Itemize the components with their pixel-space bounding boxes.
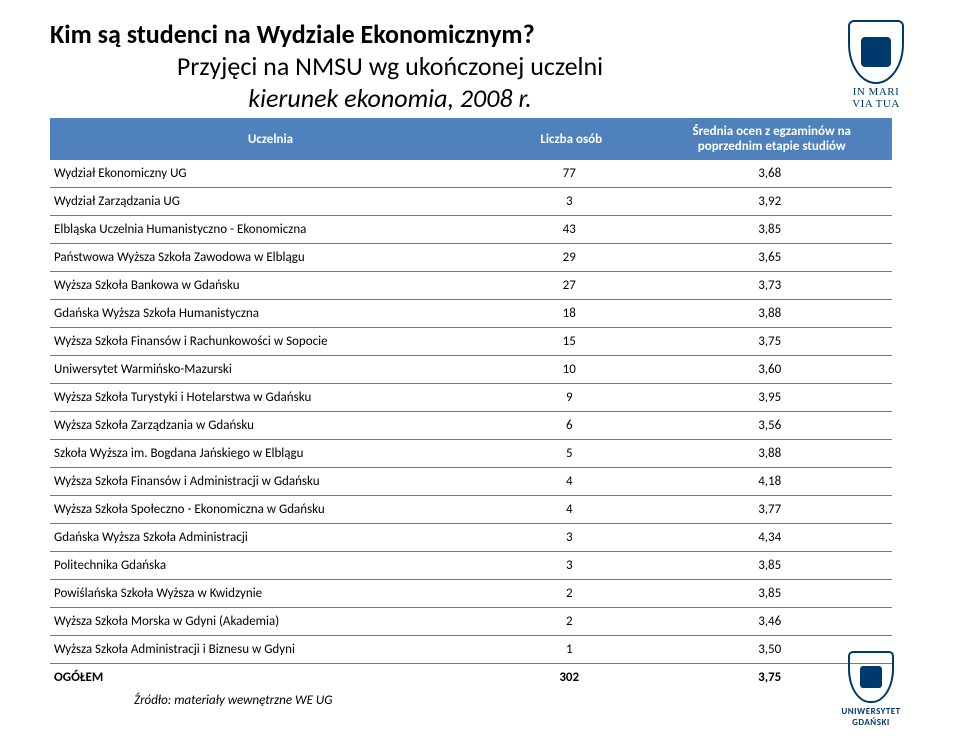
row-avg: 4,18 bbox=[651, 468, 892, 496]
row-count: 77 bbox=[491, 160, 651, 188]
row-avg: 3,88 bbox=[651, 300, 892, 328]
table-row: Szkoła Wyższa im. Bogdana Jańskiego w El… bbox=[50, 440, 892, 468]
row-label: Wyższa Szkoła Bankowa w Gdańsku bbox=[50, 272, 491, 300]
row-avg: 3,68 bbox=[651, 160, 892, 188]
row-avg: 3,77 bbox=[651, 496, 892, 524]
row-count: 1 bbox=[491, 636, 651, 664]
title-line-2: Przyjęci na NMSU wg ukończonej uczelni bbox=[70, 50, 710, 82]
row-avg: 4,34 bbox=[651, 524, 892, 552]
row-count: 9 bbox=[491, 384, 651, 412]
motto-text: IN MARI VIA TUA bbox=[852, 87, 900, 110]
row-count: 4 bbox=[491, 496, 651, 524]
row-avg: 3,75 bbox=[651, 328, 892, 356]
university-name: UNIWERSYTET GDAŃSKI bbox=[841, 706, 900, 728]
slide-title: Kim są studenci na Wydziale Ekonomicznym… bbox=[50, 18, 750, 114]
table-row: Politechnika Gdańska33,85 bbox=[50, 552, 892, 580]
table-row: Wydział Zarządzania UG33,92 bbox=[50, 188, 892, 216]
row-count: 3 bbox=[491, 188, 651, 216]
row-label: Wyższa Szkoła Administracji i Biznesu w … bbox=[50, 636, 491, 664]
row-label: Elbląska Uczelnia Humanistyczno - Ekonom… bbox=[50, 216, 491, 244]
table-row: Wyższa Szkoła Społeczno - Ekonomiczna w … bbox=[50, 496, 892, 524]
row-count: 3 bbox=[491, 524, 651, 552]
table-header-row: Uczelnia Liczba osób Średnia ocen z egza… bbox=[50, 118, 892, 160]
total-count: 302 bbox=[491, 664, 651, 692]
row-label: Wyższa Szkoła Morska w Gdyni (Akademia) bbox=[50, 608, 491, 636]
row-label: Wyższa Szkoła Finansów i Administracji w… bbox=[50, 468, 491, 496]
table-row: Wyższa Szkoła Finansów i Administracji w… bbox=[50, 468, 892, 496]
row-count: 2 bbox=[491, 580, 651, 608]
university-name-line-2: GDAŃSKI bbox=[841, 717, 900, 728]
table-row: Uniwersytet Warmińsko-Mazurski103,60 bbox=[50, 356, 892, 384]
title-line-1: Kim są studenci na Wydziale Ekonomicznym… bbox=[50, 18, 750, 50]
row-label: Wyższa Szkoła Zarządzania w Gdańsku bbox=[50, 412, 491, 440]
row-avg: 3,56 bbox=[651, 412, 892, 440]
row-avg: 3,85 bbox=[651, 580, 892, 608]
table-row: Elbląska Uczelnia Humanistyczno - Ekonom… bbox=[50, 216, 892, 244]
row-avg: 3,73 bbox=[651, 272, 892, 300]
table-row: Wyższa Szkoła Turystyki i Hotelarstwa w … bbox=[50, 384, 892, 412]
row-avg: 3,85 bbox=[651, 216, 892, 244]
university-name-line-1: UNIWERSYTET bbox=[841, 706, 900, 717]
table-row: Wydział Ekonomiczny UG773,68 bbox=[50, 160, 892, 188]
row-avg: 3,85 bbox=[651, 552, 892, 580]
row-count: 2 bbox=[491, 608, 651, 636]
row-label: Wyższa Szkoła Finansów i Rachunkowości w… bbox=[50, 328, 491, 356]
row-label: Wydział Ekonomiczny UG bbox=[50, 160, 491, 188]
col-header-liczba: Liczba osób bbox=[491, 118, 651, 160]
table-total-row: OGÓŁEM3023,75 bbox=[50, 664, 892, 692]
row-count: 6 bbox=[491, 412, 651, 440]
row-label: Szkoła Wyższa im. Bogdana Jańskiego w El… bbox=[50, 440, 491, 468]
table-row: Wyższa Szkoła Bankowa w Gdańsku273,73 bbox=[50, 272, 892, 300]
row-count: 15 bbox=[491, 328, 651, 356]
table-row: Wyższa Szkoła Zarządzania w Gdańsku63,56 bbox=[50, 412, 892, 440]
row-avg: 3,95 bbox=[651, 384, 892, 412]
row-avg: 3,60 bbox=[651, 356, 892, 384]
row-count: 18 bbox=[491, 300, 651, 328]
table-row: Państwowa Wyższa Szkoła Zawodowa w Elblą… bbox=[50, 244, 892, 272]
row-avg: 3,46 bbox=[651, 608, 892, 636]
shield-icon bbox=[848, 651, 894, 703]
row-avg: 3,92 bbox=[651, 188, 892, 216]
row-label: Gdańska Wyższa Szkoła Administracji bbox=[50, 524, 491, 552]
row-count: 43 bbox=[491, 216, 651, 244]
row-count: 3 bbox=[491, 552, 651, 580]
table-row: Wyższa Szkoła Administracji i Biznesu w … bbox=[50, 636, 892, 664]
row-count: 4 bbox=[491, 468, 651, 496]
row-avg: 3,88 bbox=[651, 440, 892, 468]
table-row: Wyższa Szkoła Morska w Gdyni (Akademia)2… bbox=[50, 608, 892, 636]
shield-icon bbox=[848, 20, 904, 84]
motto-line-2: VIA TUA bbox=[852, 99, 900, 111]
row-label: Wydział Zarządzania UG bbox=[50, 188, 491, 216]
col-header-srednia: Średnia ocen z egzaminów na poprzednim e… bbox=[651, 118, 892, 160]
row-count: 10 bbox=[491, 356, 651, 384]
row-count: 29 bbox=[491, 244, 651, 272]
row-label: Wyższa Szkoła Społeczno - Ekonomiczna w … bbox=[50, 496, 491, 524]
row-label: Wyższa Szkoła Turystyki i Hotelarstwa w … bbox=[50, 384, 491, 412]
university-crest-bottom: UNIWERSYTET GDAŃSKI bbox=[816, 651, 926, 728]
table-row: Gdańska Wyższa Szkoła Administracji34,34 bbox=[50, 524, 892, 552]
title-line-3: kierunek ekonomia, 2008 r. bbox=[70, 82, 710, 114]
row-label: Powiślańska Szkoła Wyższa w Kwidzynie bbox=[50, 580, 491, 608]
row-count: 27 bbox=[491, 272, 651, 300]
row-label: Uniwersytet Warmińsko-Mazurski bbox=[50, 356, 491, 384]
table-row: Gdańska Wyższa Szkoła Humanistyczna183,8… bbox=[50, 300, 892, 328]
universities-table: Uczelnia Liczba osób Średnia ocen z egza… bbox=[50, 118, 892, 691]
col-header-uczelnia: Uczelnia bbox=[50, 118, 491, 160]
motto-line-1: IN MARI bbox=[852, 87, 900, 99]
total-label: OGÓŁEM bbox=[50, 664, 491, 692]
row-label: Politechnika Gdańska bbox=[50, 552, 491, 580]
row-count: 5 bbox=[491, 440, 651, 468]
source-note: Źródło: materiały wewnętrzne WE UG bbox=[134, 693, 930, 708]
row-label: Państwowa Wyższa Szkoła Zawodowa w Elblą… bbox=[50, 244, 491, 272]
table-row: Powiślańska Szkoła Wyższa w Kwidzynie23,… bbox=[50, 580, 892, 608]
university-crest-top: IN MARI VIA TUA bbox=[826, 20, 926, 120]
row-avg: 3,65 bbox=[651, 244, 892, 272]
table-row: Wyższa Szkoła Finansów i Rachunkowości w… bbox=[50, 328, 892, 356]
row-label: Gdańska Wyższa Szkoła Humanistyczna bbox=[50, 300, 491, 328]
